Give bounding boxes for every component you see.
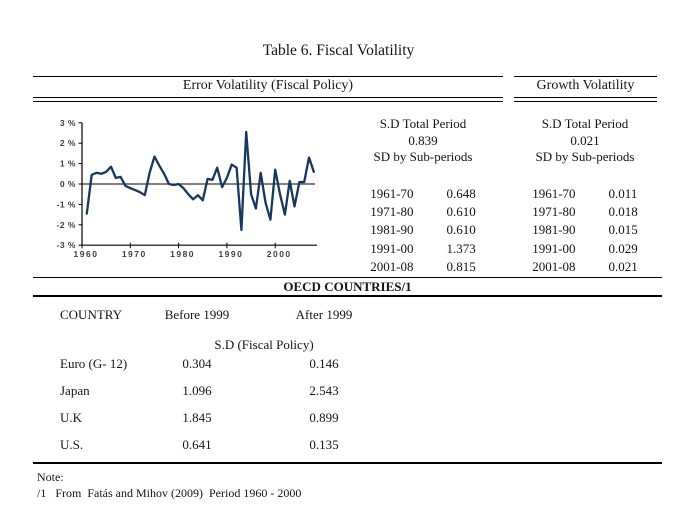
error-subperiods-table: 1961-70 0.648 1971-80 0.610 1981-90 0.610 1… [370,185,476,277]
oecd-bottom-rule [33,295,662,297]
value-cell: 0.610 [446,222,476,238]
growth-subperiods-table: 1961-70 0.011 1971-80 0.018 1981-90 0.015 1… [532,185,638,277]
svg-text:1970: 1970 [122,249,147,259]
value-cell: 0.648 [446,185,476,201]
oecd-top-rule [33,277,662,278]
sd-fiscal-policy-label: S.D (Fiscal Policy) [214,337,314,352]
table-row: 2001-08 0.021 [532,258,638,276]
svg-text:1 %: 1 % [60,159,76,169]
table-row: 1961-70 0.648 [370,185,476,203]
value-cell: 0.015 [608,222,638,238]
period-cell: 1981-90 [532,222,576,238]
before-value: 0.304 [182,356,212,371]
country-label: U.K [60,410,83,425]
error-sd-total-value: 0.839 [408,132,438,148]
period-cell: 2001-08 [532,259,576,275]
value-cell: 0.018 [608,203,638,219]
error-volatility-section-header: Error Volatility (Fiscal Policy) [33,76,503,102]
after-value: 0.146 [309,356,339,371]
period-cell: 1991-00 [370,240,414,256]
period-cell: 1961-70 [370,185,414,201]
double-rule [514,97,657,102]
period-cell: 2001-08 [370,259,414,275]
svg-text:0 %: 0 % [60,179,76,189]
country-label: Euro (G- 12) [60,356,128,371]
error-stats-block: S.D Total Period 0.839 SD by Sub-periods… [348,116,498,277]
footer-rule [33,462,662,464]
svg-text:-3 %: -3 % [57,240,76,250]
country-label: Japan [60,383,90,398]
growth-sd-total-value: 0.021 [570,132,600,148]
growth-volatility-header-label: Growth Volatility [536,78,635,93]
table-row: 1971-80 0.610 [370,203,476,221]
oecd-countries-header: OECD COUNTRIES/1 [283,279,412,294]
svg-text:1980: 1980 [170,249,195,259]
note-label: Note: [37,470,64,484]
value-cell: 1.373 [446,240,476,256]
value-cell: 0.021 [608,259,638,275]
svg-text:2 %: 2 % [60,138,76,148]
growth-sd-subperiods-label: SD by Sub-periods [535,149,635,164]
after-value: 2.543 [309,383,339,398]
value-cell: 0.610 [446,203,476,219]
table-row: 1981-90 0.015 [532,221,638,239]
page-title: Table 6. Fiscal Volatility [262,42,415,59]
column-header-country: COUNTRY [60,307,123,322]
period-cell: 1971-80 [370,203,414,219]
table-row: 1991-00 1.373 [370,240,476,258]
period-cell: 1961-70 [532,185,576,201]
before-value: 0.641 [182,437,212,452]
svg-text:2000: 2000 [267,249,292,259]
value-cell: 0.815 [446,259,476,275]
svg-text:3 %: 3 % [60,118,76,128]
svg-text:1960: 1960 [74,249,99,259]
after-value: 0.135 [309,437,339,452]
double-rule [33,97,503,102]
growth-sd-total-label: S.D Total Period [541,116,629,131]
error-sd-subperiods-label: SD by Sub-periods [373,149,473,164]
before-value: 1.845 [182,410,212,425]
error-sd-total-label: S.D Total Period [379,116,467,131]
svg-text:-2 %: -2 % [57,220,76,230]
after-value: 0.899 [309,410,339,425]
growth-stats-block: S.D Total Period 0.021 SD by Sub-periods… [512,116,658,277]
table-row: 2001-08 0.815 [370,258,476,276]
value-cell: 0.029 [608,240,638,256]
period-cell: 1971-80 [532,203,576,219]
period-cell: 1981-90 [370,222,414,238]
growth-volatility-section-header: Growth Volatility [514,76,657,102]
error-volatility-header-label: Error Volatility (Fiscal Policy) [182,78,354,93]
table-row: 1981-90 0.610 [370,221,476,239]
column-header-before-1999: Before 1999 [164,307,230,322]
svg-text:1990: 1990 [218,249,243,259]
note-text: /1 From Fatás and Mihov (2009) Period 19… [37,486,302,500]
table-row: 1991-00 0.029 [532,240,638,258]
column-header-after-1999: After 1999 [295,307,353,322]
table-row: 1961-70 0.011 [532,185,638,203]
before-value: 1.096 [182,383,212,398]
country-label: U.S. [60,437,84,452]
svg-text:-1 %: -1 % [57,199,76,209]
table-row: 1971-80 0.018 [532,203,638,221]
fiscal-error-volatility-chart: 3 % 2 % 1 % 0 % -1 % -2 % -3 %1960 1970 1980 1990… [57,118,317,259]
period-cell: 1991-00 [532,240,576,256]
value-cell: 0.011 [608,185,638,201]
